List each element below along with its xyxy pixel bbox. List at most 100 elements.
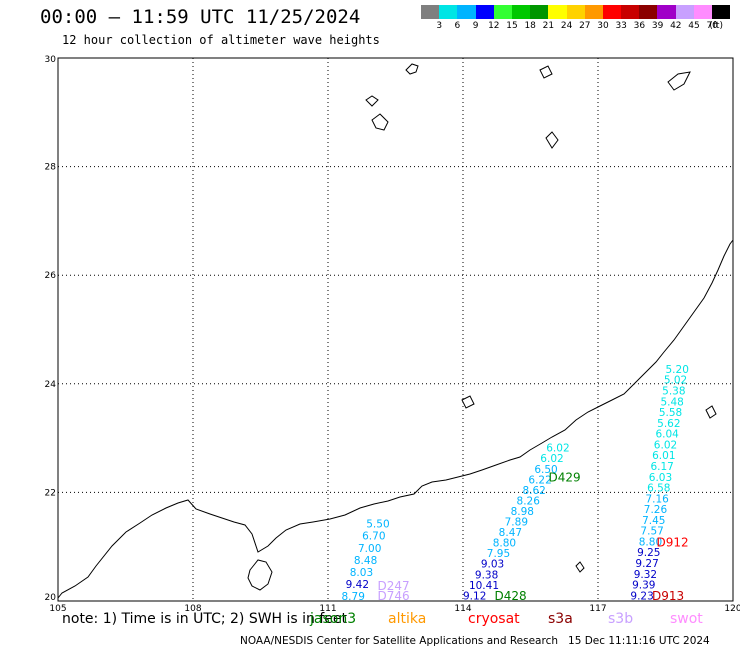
legend-sat-s3b: s3b (608, 611, 634, 627)
track-b-value: 8.62 (522, 485, 545, 497)
colorbar-cell (675, 5, 694, 19)
track-c-value: 6.02 (654, 439, 677, 451)
track-c-value: 6.04 (655, 429, 679, 441)
colorbar-label: 12 (488, 21, 500, 31)
colorbar-cell (657, 5, 676, 19)
track-a-value: 8.03 (350, 567, 373, 579)
track-b-value: 6.02 (546, 443, 569, 455)
track-id-label: D247 (378, 579, 410, 593)
lon-tick-label: 105 (49, 604, 66, 614)
track-c-value: 9.25 (637, 547, 660, 559)
track-b-value: 8.98 (511, 506, 534, 518)
credits: NOAA/NESDIS Center for Satellite Applica… (240, 635, 710, 647)
colorbar-cell (493, 5, 512, 19)
lat-tick-label: 30 (45, 55, 57, 65)
colorbar-label: 9 (472, 21, 479, 31)
lon-tick-label: 111 (319, 604, 336, 614)
track-c-value: 6.58 (647, 483, 670, 495)
legend-sat-swot: swot (670, 611, 703, 627)
track-c-value: 7.57 (640, 526, 663, 538)
colorbar-cell (621, 5, 640, 19)
track-id-label: D746 (378, 589, 410, 603)
map-subtitle: 12 hour collection of altimeter wave hei… (62, 33, 380, 47)
track-b-value: 8.80 (493, 538, 516, 550)
colorbar-cell (457, 5, 476, 19)
colorbar-label: 6 (454, 21, 461, 31)
coastline (57, 63, 734, 599)
track-b-value: 6.22 (528, 474, 551, 486)
map-title: 00:00 – 11:59 UTC 11/25/2024 (40, 6, 361, 28)
island-8 (705, 405, 717, 419)
track-c-value: 5.58 (659, 407, 682, 419)
colorbar-labels: 3 6 9 12 15 18 21 24 27 30 33 36 39 42 45 70 (ft) (421, 21, 731, 33)
track-c-value: 7.26 (644, 504, 668, 516)
track-a-value: 6.70 (362, 531, 385, 543)
legend-row: note: 1) Time is in UTC; 2) SWH is in fe… (0, 611, 740, 631)
lon-tick-label: 120 (724, 604, 740, 614)
colorbar-label: (ft) (709, 21, 723, 31)
map-grid (58, 58, 733, 601)
colorbar-cell (639, 5, 658, 19)
track-c-value: 5.20 (666, 364, 689, 376)
colorbar-label: 30 (597, 21, 609, 31)
colorbar-cell (602, 5, 622, 19)
colorbar-cell (548, 5, 567, 19)
track-b-value: 6.50 (534, 464, 557, 476)
lat-tick-label: 26 (45, 271, 57, 281)
colorbar-label: 39 (651, 21, 664, 31)
track-values: 5.506.707.008.488.039.428.796.026.026.50… (342, 364, 689, 603)
track-b-value: 7.95 (487, 548, 510, 560)
colorbar-label: 36 (633, 21, 646, 31)
track-id-label: D429 (549, 471, 581, 485)
track-c-value: 6.03 (649, 472, 672, 484)
track-c-value: 9.39 (632, 580, 655, 592)
colorbar-cell (712, 5, 731, 19)
island-3 (365, 95, 379, 107)
colorbar-label: 15 (506, 21, 518, 31)
track-id-label: D912 (657, 536, 689, 550)
colorbar-cell (584, 5, 603, 19)
island-9 (575, 561, 585, 573)
island-4 (667, 71, 691, 91)
lat-tick-label: 24 (45, 380, 57, 390)
colorbar-label: 24 (560, 21, 573, 31)
track-c-value: 7.16 (645, 493, 669, 505)
lon-tick-label: 108 (184, 604, 201, 614)
lat-tick-label: 20 (45, 593, 57, 603)
map-frame (57, 57, 734, 602)
track-c-value: 7.45 (642, 515, 665, 527)
island-6 (545, 131, 559, 149)
colorbar-cell (530, 5, 549, 19)
track-c-value: 5.38 (662, 386, 685, 398)
track-c-value: 5.02 (664, 375, 687, 387)
track-b-value: 9.03 (481, 559, 504, 571)
lat-tick-label: 28 (45, 163, 57, 173)
mainland-coast (57, 239, 734, 599)
track-a-value: 8.79 (342, 591, 365, 603)
track-c-value: 5.62 (657, 418, 680, 430)
axis-tick-labels: 105 108 111 114 117 120 30 28 26 24 22 20 (45, 55, 740, 614)
track-a-value: 7.00 (358, 543, 381, 555)
leizhou-island (247, 559, 273, 591)
colorbar-cell (475, 5, 494, 19)
track-b-value: 8.47 (499, 527, 522, 539)
lon-tick-label: 114 (454, 604, 471, 614)
track-a-value: 9.42 (346, 579, 369, 591)
colorbar-cell (439, 5, 458, 19)
track-b-value: 6.02 (540, 453, 563, 465)
track-b-value: 7.89 (505, 517, 528, 529)
track-b-value: 8.26 (517, 495, 541, 507)
island-1 (405, 63, 419, 75)
colorbar-label: 70 (706, 21, 718, 31)
colorbar-cell (566, 5, 585, 19)
colorbar-label: 27 (579, 21, 591, 31)
colorbar-cell (693, 5, 712, 19)
colorbar-label: 3 (436, 21, 443, 31)
track-b-value: 9.12 (463, 590, 486, 602)
track-a-value: 8.48 (354, 555, 377, 567)
track-c-value: 6.01 (652, 450, 675, 462)
lon-tick-label: 117 (589, 604, 606, 614)
lat-tick-label: 22 (45, 488, 56, 498)
colorbar-cell (421, 5, 440, 19)
